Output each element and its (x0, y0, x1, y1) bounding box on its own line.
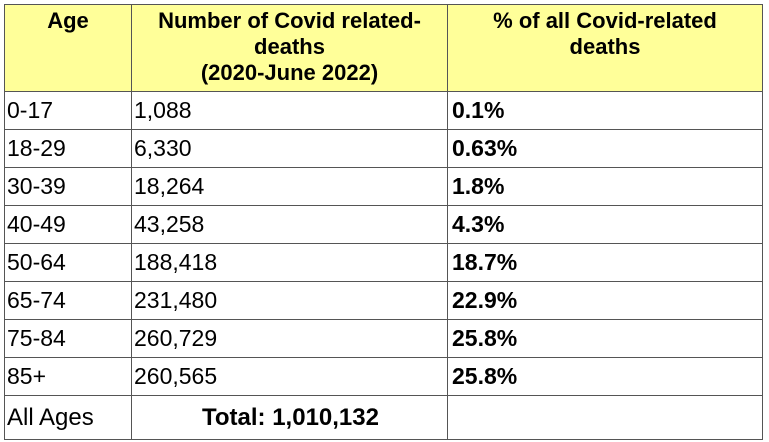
deaths-header-line-3: (2020-June 2022) (200, 60, 379, 85)
age-cell: 50-64 (4, 243, 132, 282)
age-cell: 85+ (4, 357, 132, 396)
percent-cell: 4.3% (447, 205, 763, 244)
percent-cell: 1.8% (447, 167, 763, 206)
table-row: 50-64 188,418 18.7% (4, 243, 763, 282)
age-cell: 30-39 (4, 167, 132, 206)
deaths-cell: 1,088 (131, 91, 448, 130)
deaths-cell: 260,565 (131, 357, 448, 396)
table-row: 40-49 43,258 4.3% (4, 205, 763, 244)
age-cell: 18-29 (4, 129, 132, 168)
table-row: 0-17 1,088 0.1% (4, 91, 763, 130)
deaths-cell: 18,264 (131, 167, 448, 206)
percent-cell: 0.63% (447, 129, 763, 168)
deaths-cell: 188,418 (131, 243, 448, 282)
table-row: 85+ 260,565 25.8% (4, 357, 763, 396)
header-row: Age Number of Covid related- deaths (202… (4, 4, 763, 92)
deaths-cell: 260,729 (131, 319, 448, 358)
percent-header-line-2: deaths (569, 34, 641, 59)
percent-cell: 22.9% (447, 281, 763, 320)
covid-deaths-by-age-table: Age Number of Covid related- deaths (202… (4, 4, 763, 440)
age-cell: 40-49 (4, 205, 132, 244)
age-cell: 0-17 (4, 91, 132, 130)
deaths-cell: 43,258 (131, 205, 448, 244)
deaths-column-header: Number of Covid related- deaths (2020-Ju… (131, 4, 448, 92)
all-ages-cell: All Ages (4, 395, 132, 440)
percent-cell: 18.7% (447, 243, 763, 282)
percent-cell: 0.1% (447, 91, 763, 130)
total-deaths-cell: Total: 1,010,132 (131, 395, 448, 440)
age-column-header: Age (4, 4, 132, 92)
total-row: All Ages Total: 1,010,132 (4, 395, 763, 440)
age-header-label: Age (47, 8, 89, 33)
deaths-header-line-1: Number of Covid related- (158, 8, 421, 33)
age-cell: 75-84 (4, 319, 132, 358)
percent-cell: 25.8% (447, 357, 763, 396)
table-row: 18-29 6,330 0.63% (4, 129, 763, 168)
table-row: 30-39 18,264 1.8% (4, 167, 763, 206)
deaths-cell: 231,480 (131, 281, 448, 320)
age-cell: 65-74 (4, 281, 132, 320)
deaths-header-line-2: deaths (254, 34, 325, 59)
table-row: 65-74 231,480 22.9% (4, 281, 763, 320)
percent-header-line-1: % of all Covid-related (493, 8, 717, 33)
percent-column-header: % of all Covid-related deaths (447, 4, 763, 92)
total-percent-cell (447, 395, 763, 440)
percent-cell: 25.8% (447, 319, 763, 358)
table-row: 75-84 260,729 25.8% (4, 319, 763, 358)
deaths-cell: 6,330 (131, 129, 448, 168)
